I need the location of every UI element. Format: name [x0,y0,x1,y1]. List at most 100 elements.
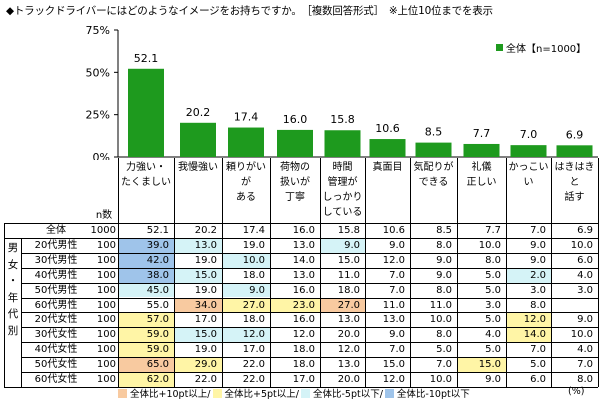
table-cell: 12.0 [292,329,315,341]
row-label: 全体 [46,225,66,236]
column-divider [222,158,223,387]
highlight-cell [118,282,174,298]
highlight-cell [118,372,174,387]
table-cell: 4.0 [577,344,593,356]
table-cell: 15.0 [194,329,217,341]
table-cell: 52.1 [146,225,169,236]
table-cell: 10.0 [429,374,452,385]
table-cell: 65.0 [146,359,169,371]
table-cell: 23.0 [292,299,315,311]
row-n: 100 [96,284,116,296]
highlight-cell [506,327,551,343]
column-divider [410,158,411,387]
table-left-border [4,223,5,387]
bar [228,127,264,157]
table-cell: 9.0 [389,329,405,341]
column-divider [118,158,119,387]
table-cell: 17.0 [292,374,315,385]
table-cell: 7.0 [389,284,405,296]
highlight-cell [118,357,174,372]
table-cell: 19.0 [194,254,217,266]
group-label-char: 女 [7,258,19,271]
table-cell: 15.0 [478,359,501,371]
column-header: 真面目 [365,158,410,222]
row-divider [21,327,598,329]
table-cell: 19.0 [242,239,265,251]
row-n: 100 [96,344,116,356]
table-cell: 18.0 [242,269,265,281]
row-divider [21,342,598,344]
bar-value-label: 20.2 [186,106,211,119]
table-cell: 15.8 [337,225,360,236]
table-cell: 57.0 [146,314,169,326]
table-cell: 29.0 [194,359,217,371]
row-label: 40代男性 [34,269,78,281]
column-header-line: はきはきと [554,162,595,188]
table-cell: 9.0 [530,254,546,266]
legend-label: 全体【n=1000】 [506,44,587,55]
table-cell: 18.0 [337,284,360,296]
table-cell: 3.0 [530,284,546,296]
highlight-legend-item: 全体比+5pt以上/ [212,386,299,400]
row-label: 20代女性 [34,314,78,326]
table-cell: 11.0 [429,299,452,311]
group-label-char: ・ [7,275,19,287]
table-cell: 22.0 [242,374,265,385]
table-cell: 4.0 [485,329,501,341]
table-cell: 5.0 [485,344,501,356]
table-cell: 2.0 [530,269,546,281]
table-cell: 5.0 [436,344,452,356]
highlight-cell [118,252,174,268]
bar-value-label: 17.4 [234,111,259,124]
highlight-cell [118,342,174,358]
highlight-cell [222,252,270,268]
table-cell: 5.0 [530,359,546,371]
row-divider [21,372,598,373]
table-cell: 7.0 [577,359,593,371]
table-cell: 59.0 [146,344,169,356]
table-cell: 9.0 [249,284,265,296]
row-divider [21,282,598,284]
bar [324,130,361,157]
table-cell: 10.0 [242,254,265,266]
column-header: 荷物の 扱いが 丁寧 [270,158,320,222]
n-header: n数 [95,210,113,221]
highlight-cell [506,312,551,328]
chart-title: ◆トラックドライバーにはどのようなイメージをお持ちですか。 ［複数回答形式］ ※… [6,5,493,17]
column-header: 力強い・ たくましい [118,158,174,222]
row-n: 1000 [90,225,116,236]
highlight-legend-item: 全体比-5pt以下/ [300,386,383,400]
row-divider [21,297,598,299]
column-header: はきはきと 話す [551,158,598,222]
column-header-line: 我慢強い [178,162,218,173]
row-n: 100 [96,314,116,326]
table-cell: 5.0 [485,284,501,296]
table-cell: 16.0 [292,314,315,326]
column-header: 頼りがいが ある [222,158,270,222]
table-cell: 12.0 [382,254,405,266]
group-label-char: 年 [7,291,19,304]
table-cell: 13.0 [292,239,315,251]
highlight-cell [174,357,222,372]
highlight-cell [457,357,506,372]
column-header-line: 真面目 [372,162,403,173]
row-divider [4,237,598,239]
table-cell: 9.0 [344,239,360,251]
bar [463,143,500,157]
row-divider [21,312,598,314]
table-cell: 27.0 [337,299,360,311]
row-label: 30代女性 [34,329,78,341]
table-cell: 12.0 [523,314,546,326]
bar [510,145,547,157]
table-cell: 20.0 [337,329,360,341]
highlight-cell [270,297,320,313]
table-cell: 6.9 [577,225,593,236]
table-cell: 14.0 [292,254,315,266]
table-cell: 10.6 [382,225,405,236]
table-cell: 55.0 [146,299,169,311]
table-cell: 13.0 [194,239,217,251]
highlight-cell [174,237,222,253]
bar-value-label: 10.6 [375,122,400,135]
group-label-char: 男 [7,242,19,254]
table-cell: 11.0 [337,269,360,281]
